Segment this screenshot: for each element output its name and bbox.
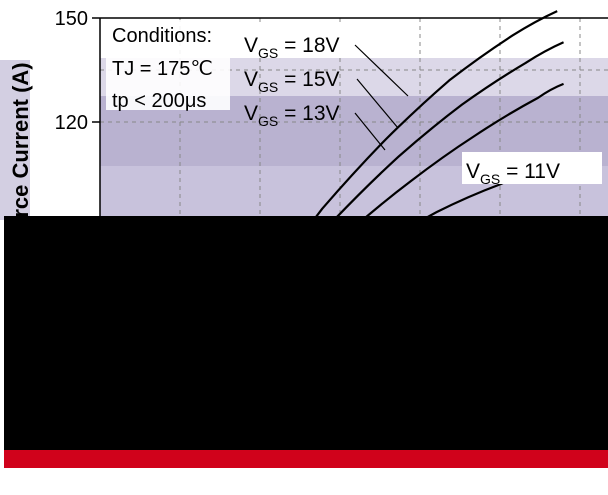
series-label-18-value: = 18V xyxy=(278,34,339,57)
series-label-vgs-11: VGS = 11V xyxy=(462,152,602,187)
y-ticks: 90120150 xyxy=(55,8,100,238)
leader-line-13 xyxy=(354,112,386,151)
series-label-vgs-13: VGS = 13V xyxy=(244,102,340,129)
series-label-vgs-18: VGS = 18V xyxy=(240,26,370,61)
conditions-tj: TJ = 175℃ xyxy=(112,58,213,80)
series-label-18-bg xyxy=(240,26,370,56)
bottom-strip xyxy=(0,468,608,495)
conditions-box xyxy=(106,20,230,110)
series-label-13-main: V xyxy=(244,102,258,125)
series-label-11-main: V xyxy=(466,160,480,183)
series-label-13-value: = 13V xyxy=(278,102,339,125)
series-label-11-sub: GS xyxy=(480,171,500,187)
series-label-13-sub: GS xyxy=(258,113,278,129)
svg-text:VGS = 18V: VGS = 18V xyxy=(244,34,340,61)
leader-line-18 xyxy=(354,44,409,97)
series-label-18-main: V xyxy=(244,34,258,57)
svg-text:VGS = 15V: VGS = 15V xyxy=(244,68,340,95)
ylabel-band xyxy=(0,60,30,220)
axes xyxy=(99,17,608,216)
leader-line-15 xyxy=(356,78,399,129)
y-axis-label: rce Current (A) xyxy=(8,62,33,217)
series-label-11-bg xyxy=(462,152,602,184)
conditions-tp: tp < 200μs xyxy=(112,90,206,112)
y-tick-label-120: 120 xyxy=(55,112,88,134)
svg-text:VGS = 13V: VGS = 13V xyxy=(244,102,340,129)
series-label-vgs-15: VGS = 15V xyxy=(244,68,340,95)
y-tick-label-150: 150 xyxy=(55,8,88,30)
svg-text:VGS = 11V: VGS = 11V xyxy=(466,160,560,187)
series-label-15-main: V xyxy=(244,68,258,91)
series-label-18-sub: GS xyxy=(258,45,278,61)
series-label-15-sub: GS xyxy=(258,79,278,95)
redacted-red-strip xyxy=(4,450,608,468)
redacted-region xyxy=(4,216,608,466)
series-label-15-value: = 15V xyxy=(278,68,339,91)
conditions-heading: Conditions: xyxy=(112,25,212,47)
series-label-11-value: = 11V xyxy=(500,160,560,183)
